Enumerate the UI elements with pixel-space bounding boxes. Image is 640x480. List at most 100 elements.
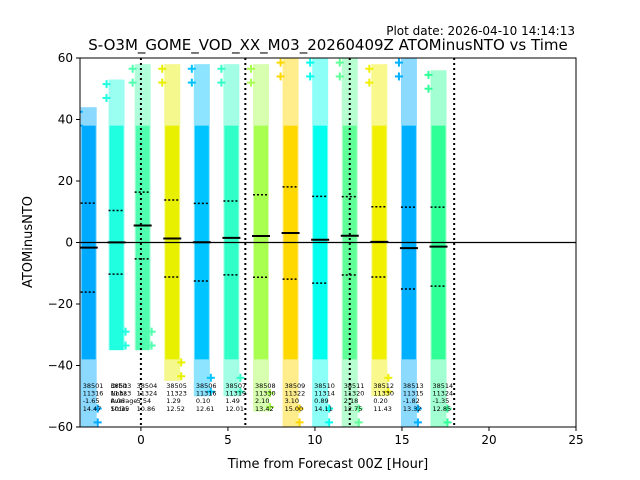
outlier-marker [102, 93, 111, 102]
stats-value: 38503 [111, 382, 132, 390]
y-tick-label: 0 [65, 236, 73, 250]
stats-value: 38507 [225, 382, 246, 390]
outlier-marker [365, 64, 374, 73]
outlier-marker [147, 327, 156, 336]
outlier-marker [158, 78, 167, 87]
y-tick-label: 40 [58, 113, 73, 127]
stats-value: 11316 [83, 390, 104, 398]
outlier-marker [295, 404, 304, 413]
outlier-marker [158, 64, 167, 73]
stats-header: Average [111, 397, 138, 405]
outlier-marker [93, 404, 102, 413]
outlier-marker [365, 78, 374, 87]
outlier-marker [443, 418, 452, 427]
stats-value: 38510 [314, 382, 335, 390]
outlier-marker [177, 372, 186, 381]
stats-value: 11.43 [373, 405, 392, 413]
outlier-marker [394, 72, 403, 81]
stats-value: 12.52 [166, 405, 185, 413]
outlier-marker [93, 418, 102, 427]
outlier-marker [80, 124, 83, 127]
stats-value: 13.42 [255, 405, 274, 413]
stats-value: 38501 [83, 382, 104, 390]
outlier-marker [80, 110, 83, 113]
stats-value: 1.29 [166, 397, 180, 405]
chart-title: S-O3M_GOME_VOD_XX_M03_20260409Z ATOMinus… [88, 36, 567, 55]
outlier-marker [384, 373, 393, 382]
outlier-marker [206, 373, 215, 382]
stats-value: 38508 [255, 382, 276, 390]
stats-value: 14.47 [83, 405, 102, 413]
y-tick-label: 60 [58, 51, 73, 65]
outlier-marker [335, 72, 344, 81]
stats-value: 11323 [166, 390, 187, 398]
outlier-marker [128, 78, 137, 87]
stats-value: 11330 [255, 390, 276, 398]
outlier-marker [217, 78, 226, 87]
y-tick-label: −60 [48, 420, 73, 434]
overlay-lines [80, 58, 576, 427]
outlier-marker [102, 80, 111, 89]
stats-value: 11315 [403, 390, 424, 398]
outlier-marker [121, 341, 130, 350]
stats-value: -1.35 [433, 397, 450, 405]
stats-value: 0.06 [111, 397, 125, 405]
stats-value: 38506 [196, 382, 217, 390]
stats-value: 13.32 [403, 405, 422, 413]
outlier-marker [335, 58, 344, 67]
stats-value: -1.65 [83, 397, 100, 405]
stats-header: Nobs [111, 390, 128, 398]
y-axis-label: ATOMinusNTO [21, 196, 36, 288]
outlier-marker [187, 78, 196, 87]
outlier-marker [246, 78, 255, 87]
stats-value: -1.82 [403, 397, 420, 405]
stats-value: 38505 [166, 382, 187, 390]
stats-value: 0.10 [196, 397, 210, 405]
stats-value: 38512 [373, 382, 394, 390]
outlier-marker [325, 418, 334, 427]
stats-value: 11320 [344, 390, 365, 398]
stats-value: 12.61 [196, 405, 215, 413]
x-tick-label: 20 [481, 433, 496, 447]
stats-value: 10.35 [111, 405, 130, 413]
scatter-column [109, 125, 124, 351]
outlier-marker [121, 327, 130, 336]
outlier-marker [276, 72, 285, 81]
outlier-marker [413, 418, 422, 427]
outlier-marker [187, 64, 196, 73]
stats-value: 2.10 [255, 397, 269, 405]
outlier-marker [265, 389, 274, 398]
outlier-marker [246, 64, 255, 73]
stats-value: 15.00 [285, 405, 304, 413]
stats-value: 11319 [225, 390, 246, 398]
scatter-column [135, 125, 150, 351]
outlier-marker [424, 84, 433, 93]
stats-value: 11322 [285, 390, 306, 398]
x-axis-label: Time from Forecast 00Z [Hour] [227, 457, 429, 472]
outlier-marker [206, 387, 215, 396]
y-tick-label: 20 [58, 174, 73, 188]
stats-annotations: 3850111316-1.6514.4738503113230.0610.353… [83, 382, 453, 413]
stats-value: 11324 [433, 390, 454, 398]
stats-value: 11330 [373, 390, 394, 398]
stats-value: 11316 [196, 390, 217, 398]
outlier-marker [413, 404, 422, 413]
outlier-marker [177, 358, 186, 367]
stats-value: 11324 [137, 390, 158, 398]
stats-value: 12.75 [344, 405, 363, 413]
outlier-marker [306, 58, 315, 67]
stats-value: 3.10 [285, 397, 299, 405]
stats-value: 11323 [111, 390, 132, 398]
outlier-marker [236, 373, 245, 382]
outlier-marker [424, 70, 433, 79]
outlier-marker [217, 64, 226, 73]
stats-value: 5.54 [137, 397, 151, 405]
stats-value: 2.18 [344, 397, 358, 405]
stats-value: 0.89 [314, 397, 328, 405]
outlier-marker [276, 58, 285, 67]
stats-value: 10.86 [137, 405, 156, 413]
plot-date: Plot date: 2026-04-10 14:14:13 [386, 24, 575, 38]
x-tick-label: 25 [568, 433, 583, 447]
y-tick-label: −20 [48, 297, 73, 311]
